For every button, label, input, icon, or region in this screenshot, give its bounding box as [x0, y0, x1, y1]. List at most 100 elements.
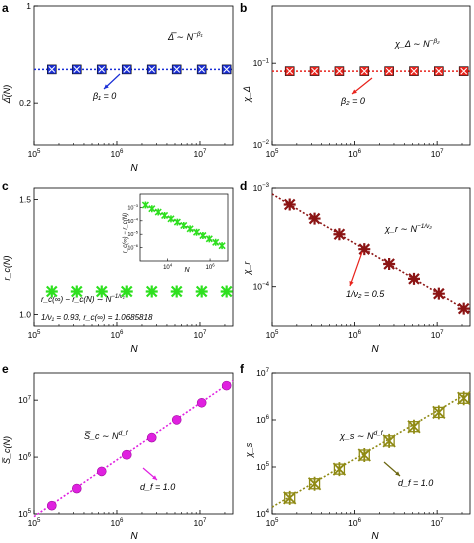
x-tick-label-f: 107 — [431, 517, 444, 528]
plot-frame-d — [271, 187, 471, 327]
data-point-a-cross — [198, 66, 206, 73]
x-tick-label-a: 107 — [194, 148, 207, 159]
plot-frame-b — [271, 5, 471, 146]
formula-d: χ_r ∼ N−1/ν₂ — [384, 223, 432, 234]
plot-frame-c — [33, 187, 234, 327]
annotation-arrowhead-a — [104, 84, 109, 89]
data-point-b-cross — [311, 67, 318, 75]
note-b: β₂ = 0 — [340, 96, 365, 106]
annotation-arrowhead-b — [352, 89, 357, 94]
data-point-c — [45, 285, 58, 298]
data-point-c — [220, 285, 233, 298]
x-tick-label-e: 107 — [194, 517, 207, 528]
data-point-d — [358, 243, 371, 256]
panel-letter-e: e — [2, 362, 9, 376]
x-tick-label-b: 106 — [348, 148, 361, 159]
y-tick-label-e: 106 — [18, 451, 31, 462]
data-point-e — [46, 500, 57, 511]
inset-c: 104 106 10−3 10−4 10−5 10−6 — [127, 193, 229, 271]
x-tick-label-a: 106 — [111, 148, 124, 159]
inset-data-point — [199, 231, 207, 240]
formula-b: χ_Δ ∼ N−β₂ — [394, 38, 440, 49]
data-point-e — [146, 432, 157, 443]
annotation-arrow-d — [349, 251, 363, 287]
panel-e: 105 106 107 107 106 105 — [18, 372, 234, 528]
x-tick-label-c: 107 — [194, 329, 207, 340]
y-tick-label-d: 10−3 — [253, 182, 270, 193]
y-tick-label-f: 104 — [256, 508, 269, 519]
ylabel-a: Δ̅(N) — [2, 85, 12, 105]
panel-a: 105 106 107 1 0.2 — [19, 1, 234, 159]
panel-letter-f: f — [240, 362, 245, 376]
data-point-f-cross — [457, 391, 471, 406]
xlabel-a: N — [130, 163, 138, 174]
x-tick-label-f: 105 — [266, 517, 279, 528]
y-tick-label-b: 10−2 — [253, 139, 270, 150]
inset-x-tick-label: 104 — [163, 262, 173, 271]
data-point-c — [195, 285, 208, 298]
inset-y-tick-label: 10−5 — [127, 230, 138, 238]
x-tick-label-d: 105 — [266, 329, 279, 340]
data-point-e — [221, 380, 232, 391]
fit-line-f — [271, 391, 471, 508]
panel-letter-c: c — [2, 179, 9, 193]
ylabel-d: χ_r — [242, 261, 252, 276]
formula-c: r_c(∞) − r_c(N) ∼ N−1/ν₁ — [41, 294, 125, 304]
inset-data-point — [173, 218, 181, 226]
data-point-b-cross — [460, 67, 468, 75]
panel-c: 105 106 107 1.5 1.0 104 106 10−3 10−4 10−5 10−6 — [19, 187, 234, 340]
ylabel-e: S̅_c(N) — [2, 436, 12, 464]
data-point-a-cross — [48, 66, 56, 73]
data-point-c — [170, 285, 183, 298]
plot-frame-f — [271, 372, 471, 515]
plot-frame-e — [33, 372, 234, 515]
xlabel-c: N — [130, 344, 138, 355]
data-point-f-cross — [382, 433, 396, 448]
inset-data-point — [167, 215, 175, 223]
data-point-f-cross — [332, 462, 347, 477]
plot-frame-a — [33, 5, 234, 146]
x-tick-label-a: 105 — [28, 148, 41, 159]
y-tick-label-e: 107 — [18, 394, 31, 405]
data-point-f-cross — [283, 490, 297, 505]
note-c: 1/ν₁ = 0.93, r_c(∞) = 1.0685818 — [41, 313, 153, 322]
formula-f: χ_s ∼ Nd_f — [339, 430, 384, 441]
y-tick-label-c: 1.5 — [19, 195, 31, 205]
y-tick-label-f: 107 — [256, 367, 269, 378]
panel-d: 105 106 107 10−3 10−4 — [253, 182, 471, 340]
data-point-b-cross — [360, 67, 368, 75]
annotation-arrowhead-d — [349, 281, 354, 286]
y-tick-label-c: 1.0 — [19, 310, 31, 320]
note-d: 1/ν₂ = 0.5 — [346, 289, 385, 299]
data-point-c — [70, 285, 83, 298]
data-point-f-cross — [307, 476, 322, 491]
inset-data-point — [192, 228, 201, 236]
inset-data-point — [205, 235, 213, 243]
y-tick-label-f: 106 — [256, 414, 269, 425]
x-tick-label-b: 105 — [266, 148, 279, 159]
x-tick-label-e: 105 — [28, 517, 41, 528]
note-f: d_f = 1.0 — [398, 478, 433, 488]
data-point-a-cross — [223, 66, 231, 73]
data-point-f-cross — [432, 405, 446, 420]
x-tick-label-b: 107 — [431, 148, 444, 159]
y-tick-label-a: 0.2 — [19, 98, 31, 108]
data-point-b-cross — [435, 67, 443, 75]
inset-data-point — [218, 242, 226, 250]
data-point-f-cross — [407, 419, 421, 434]
panel-letter-b: b — [240, 1, 247, 15]
annotation-arrowhead-e — [152, 475, 157, 480]
inset-y-tick-label: 10−6 — [127, 243, 138, 251]
data-point-e — [121, 449, 132, 460]
inset-data-point — [180, 221, 188, 230]
data-point-b-cross — [385, 67, 393, 75]
data-point-e — [171, 415, 182, 425]
y-tick-label-f: 105 — [256, 461, 269, 472]
inset-xlabel-c: N — [184, 267, 190, 274]
x-tick-label-d: 106 — [348, 329, 361, 340]
note-a: β₁ = 0 — [92, 91, 116, 101]
annotation-arrowhead-f — [395, 471, 400, 476]
data-point-c — [145, 285, 158, 298]
x-tick-label-e: 106 — [111, 517, 124, 528]
